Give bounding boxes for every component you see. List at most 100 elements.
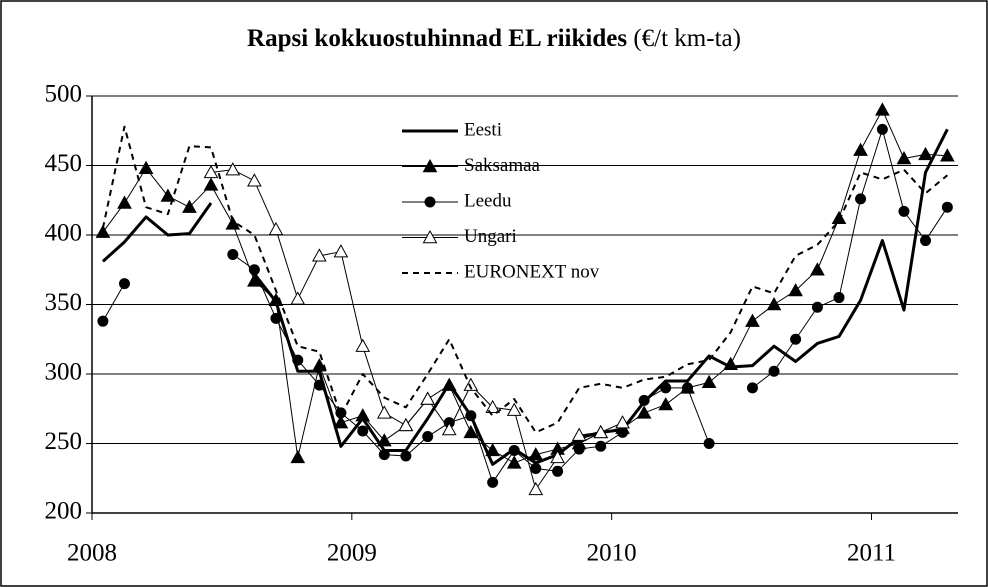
point — [117, 195, 132, 209]
point — [701, 374, 717, 389]
point — [138, 160, 154, 174]
point — [203, 177, 219, 191]
point — [465, 410, 477, 422]
point — [290, 291, 306, 305]
point — [400, 450, 412, 462]
title-main: Rapsi kokkuostuhinnad EL riikides — [247, 25, 627, 52]
point — [941, 201, 953, 213]
legend-label: Eesti — [464, 119, 502, 140]
point — [876, 123, 888, 135]
point — [766, 296, 782, 311]
point — [485, 399, 501, 414]
point — [335, 407, 347, 419]
y-tick-label: 500 — [45, 81, 83, 108]
y-tick-label: 300 — [45, 359, 83, 386]
point — [853, 142, 868, 156]
x-tick-label: 2009 — [327, 540, 377, 567]
point — [638, 394, 650, 406]
x-tick-label: 2010 — [587, 540, 637, 567]
point — [160, 188, 176, 202]
y-tick-label: 450 — [45, 150, 83, 177]
point — [833, 292, 845, 304]
point — [723, 356, 739, 370]
point — [376, 405, 392, 419]
point — [875, 102, 890, 116]
point — [227, 248, 239, 260]
y-tick-label: 350 — [45, 289, 83, 316]
point — [420, 391, 436, 405]
point — [355, 408, 371, 422]
point — [270, 312, 282, 324]
point — [831, 210, 847, 225]
point — [292, 354, 304, 366]
point — [506, 455, 522, 469]
point — [615, 415, 630, 429]
point — [311, 248, 327, 262]
legend-marker — [422, 229, 438, 244]
point — [97, 315, 109, 327]
point — [855, 193, 867, 205]
point — [920, 235, 932, 247]
legend-label: Ungari — [464, 226, 517, 247]
point — [333, 244, 349, 258]
point — [203, 164, 219, 179]
legend-marker — [424, 196, 436, 208]
point — [918, 146, 933, 161]
legend-marker — [422, 158, 438, 173]
y-tick-label: 200 — [45, 498, 83, 525]
title-unit: (€/t km-ta) — [633, 25, 741, 52]
x-tick-label: 2011 — [847, 540, 896, 567]
point — [118, 278, 130, 290]
point — [636, 405, 652, 419]
point — [550, 449, 565, 464]
point — [313, 379, 325, 391]
point — [422, 431, 434, 443]
point — [508, 444, 520, 456]
y-tick-label: 250 — [45, 428, 83, 455]
point — [485, 442, 501, 457]
point — [95, 224, 111, 238]
point — [571, 427, 587, 441]
point — [573, 443, 585, 455]
point — [182, 199, 197, 213]
point — [810, 262, 825, 276]
point — [463, 377, 479, 391]
x-tick-label: 2008 — [67, 540, 117, 567]
point — [376, 433, 392, 447]
point — [811, 301, 823, 313]
point — [939, 148, 955, 162]
point — [225, 216, 241, 230]
point — [552, 465, 564, 477]
point — [333, 415, 349, 429]
point — [658, 397, 674, 411]
point — [487, 476, 499, 488]
point — [682, 382, 694, 394]
legend-label: Leedu — [464, 190, 512, 211]
point — [268, 221, 284, 236]
point — [898, 205, 910, 217]
point — [768, 365, 780, 377]
point — [225, 162, 241, 176]
point — [248, 264, 260, 276]
point — [290, 449, 306, 464]
point — [355, 338, 371, 352]
chart-title: Rapsi kokkuostuhinnad EL riikides (€/t k… — [247, 25, 741, 52]
point — [790, 333, 802, 345]
series-line — [102, 109, 948, 464]
point — [441, 422, 457, 436]
legend-label: EURONEXT nov — [464, 261, 600, 282]
point — [703, 438, 715, 449]
point — [593, 424, 609, 439]
point — [378, 449, 390, 461]
legend-label: Saksamaa — [464, 155, 541, 176]
point — [746, 382, 758, 394]
y-tick-label: 400 — [45, 220, 83, 247]
point — [595, 440, 607, 452]
point — [530, 463, 542, 475]
point — [463, 424, 479, 439]
point — [896, 151, 912, 165]
point — [398, 417, 414, 432]
point — [660, 382, 672, 394]
